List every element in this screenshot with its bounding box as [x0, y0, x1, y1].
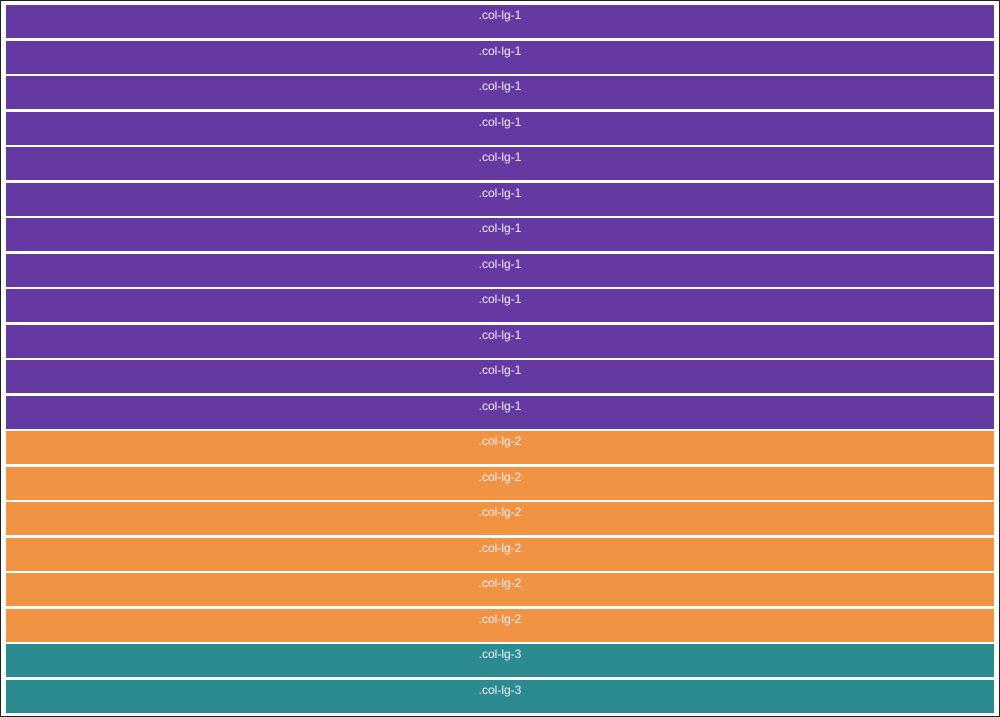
- grid-column: .col-lg-2: [6, 502, 994, 535]
- grid-column: .col-lg-1: [6, 218, 994, 251]
- grid-column: .col-lg-1: [6, 324, 994, 358]
- grid-column: .col-lg-1: [6, 182, 994, 216]
- grid-column: .col-lg-2: [6, 431, 994, 464]
- grid-column: .col-lg-1: [6, 5, 994, 38]
- grid-column: .col-lg-3: [6, 679, 994, 713]
- grid-column: .col-lg-2: [6, 608, 994, 642]
- grid-column: .col-lg-1: [6, 111, 994, 145]
- grid-column: .col-lg-2: [6, 537, 994, 571]
- grid-column: .col-lg-1: [6, 76, 994, 109]
- grid-column: .col-lg-2: [6, 466, 994, 500]
- grid-column: .col-lg-1: [6, 395, 994, 429]
- grid-column: .col-lg-2: [6, 573, 994, 606]
- grid-column: .col-lg-1: [6, 360, 994, 393]
- grid-column-stack: .col-lg-1 .col-lg-1 .col-lg-1 .col-lg-1 .col…: [6, 5, 994, 713]
- grid-column: .col-lg-1: [6, 40, 994, 74]
- grid-column: .col-lg-1: [6, 253, 994, 287]
- grid-column: .col-lg-1: [6, 289, 994, 322]
- grid-column: .col-lg-3: [6, 644, 994, 677]
- grid-column: .col-lg-1: [6, 147, 994, 180]
